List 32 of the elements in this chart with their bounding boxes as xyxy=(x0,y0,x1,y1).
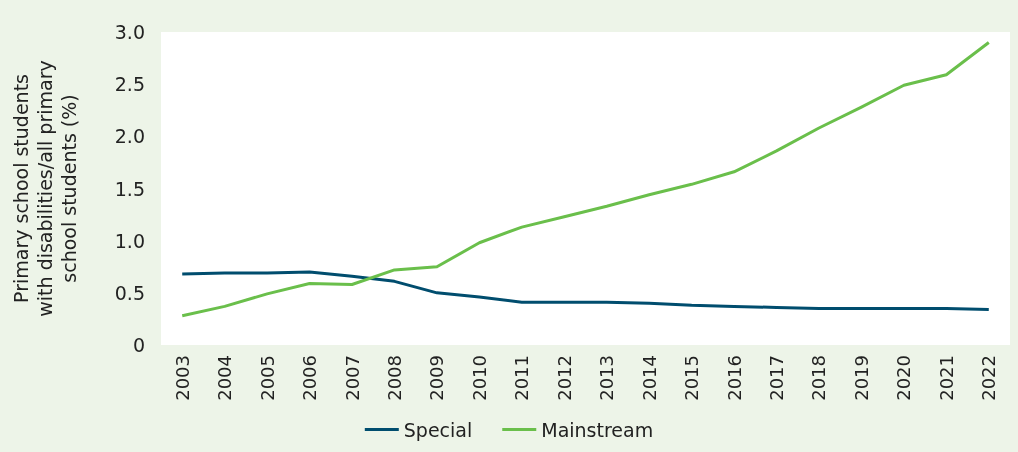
x-tick-label: 2005 xyxy=(256,355,278,401)
x-tick-label: 2022 xyxy=(978,355,1000,401)
x-tick-label: 2007 xyxy=(341,355,363,401)
legend-label: Mainstream xyxy=(541,418,654,441)
y-axis-title: Primary school students with disabilities/all primary school students (%) xyxy=(10,60,80,317)
y-tick-label: 2.5 xyxy=(114,73,145,96)
x-tick-label: 2018 xyxy=(808,355,830,401)
x-tick-label: 2021 xyxy=(935,355,957,401)
line-series xyxy=(180,270,991,312)
x-tick-label: 2003 xyxy=(171,355,193,401)
x-tick-label: 2011 xyxy=(511,355,533,401)
x-tick-label: 2010 xyxy=(468,355,490,401)
line-series xyxy=(180,40,991,318)
x-tick-label: 2017 xyxy=(766,355,788,401)
x-tick-label: 2016 xyxy=(723,355,745,401)
x-tick-label: 2019 xyxy=(850,355,872,401)
y-tick-label: 0 xyxy=(132,334,145,356)
x-tick-label: 2012 xyxy=(553,355,575,401)
legend-label: Special xyxy=(403,418,473,441)
x-tick-label: 2020 xyxy=(893,355,915,401)
x-tick-label: 2006 xyxy=(299,355,321,401)
x-tick-label: 2004 xyxy=(214,355,236,401)
x-tick-label: 2009 xyxy=(426,355,448,401)
y-tick-label: 1.0 xyxy=(114,229,145,252)
x-tick-label: 2013 xyxy=(596,355,618,401)
x-tick-label: 2015 xyxy=(681,355,703,401)
y-tick-label: 3.0 xyxy=(114,21,145,43)
y-tick-label: 0.5 xyxy=(114,281,145,304)
x-tick-label: 2008 xyxy=(383,355,405,401)
y-tick-label: 2.0 xyxy=(114,125,145,148)
x-tick-label: 2014 xyxy=(638,355,660,401)
y-tick-label: 1.5 xyxy=(114,177,145,200)
